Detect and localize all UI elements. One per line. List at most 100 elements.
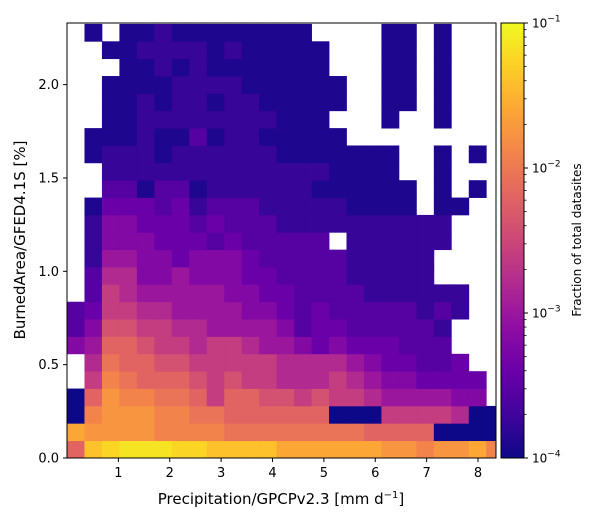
heatmap-cell <box>259 371 278 389</box>
heatmap-cell <box>224 162 243 181</box>
heatmap-cell <box>311 371 330 389</box>
heatmap-cell <box>224 319 243 337</box>
colorbar-ticks: 10−4 10−3 10−2 10−1 <box>524 15 561 466</box>
heatmap-cell <box>416 267 435 285</box>
colorbar-label: Fraction of total datasites <box>570 163 584 316</box>
heatmap-cell <box>136 93 155 112</box>
heatmap-cell <box>294 232 312 251</box>
heatmap-cell <box>346 405 365 424</box>
heatmap-cell <box>276 440 295 459</box>
heatmap-cell <box>381 336 400 355</box>
heatmap-cell <box>206 128 225 146</box>
heatmap-cell <box>67 388 85 407</box>
heatmap-cell <box>101 232 120 251</box>
heatmap-cell <box>84 319 103 337</box>
heatmap-cell <box>276 162 295 181</box>
heatmap-cell <box>346 162 365 181</box>
heatmap-cell <box>398 388 417 407</box>
heatmap-cell <box>311 110 330 129</box>
heatmap-cell <box>206 23 225 42</box>
heatmap-cell <box>311 58 330 77</box>
heatmap-cell <box>224 249 243 268</box>
heatmap-cell <box>224 145 243 164</box>
heatmap-cell <box>381 162 400 181</box>
heatmap-cell <box>154 249 173 268</box>
heatmap-cell <box>241 145 260 164</box>
heatmap-cell <box>136 405 155 424</box>
heatmap-cell <box>241 388 260 407</box>
heatmap-cell <box>276 301 295 320</box>
heatmap-cell <box>241 301 260 320</box>
heatmap-cell <box>259 41 278 60</box>
heatmap-cell <box>398 214 417 233</box>
heatmap-cell <box>119 180 138 198</box>
heatmap-cell <box>154 128 173 146</box>
heatmap-cell <box>241 58 260 77</box>
heatmap-cell <box>224 440 243 459</box>
heatmap-cell <box>136 23 155 42</box>
heatmap-cell <box>84 371 103 389</box>
heatmap-cell <box>119 232 138 251</box>
heatmap-cell <box>294 267 312 285</box>
y-axis-label: BurnedArea/GFED4.1S [%] <box>11 141 29 340</box>
heatmap-cell <box>84 249 103 268</box>
heatmap-cell <box>259 232 278 251</box>
heatmap-cell <box>154 405 173 424</box>
heatmap-cell <box>224 423 243 442</box>
heatmap-cell <box>276 180 295 198</box>
heatmap-cell <box>311 128 330 146</box>
heatmap-cell <box>433 284 452 303</box>
heatmap-cell <box>468 180 487 198</box>
heatmap-cell <box>486 405 497 424</box>
heatmap-cell <box>398 284 417 303</box>
heatmap-cell <box>259 162 278 181</box>
heatmap-cell <box>189 41 208 60</box>
heatmap-cell <box>294 58 312 77</box>
y-tick-label: 0.5 <box>38 358 59 373</box>
heatmap-cell <box>346 249 365 268</box>
heatmap-cell <box>171 110 190 129</box>
heatmap-cell <box>329 249 347 268</box>
heatmap-cell <box>101 41 120 60</box>
heatmap-cell <box>189 301 208 320</box>
heatmap-cell <box>294 301 312 320</box>
heatmap-cell <box>381 41 400 60</box>
heatmap-cell <box>119 128 138 146</box>
heatmap-cell <box>119 145 138 164</box>
heatmap-cell <box>259 23 278 42</box>
heatmap-cell <box>84 145 103 164</box>
heatmap-cell <box>119 41 138 60</box>
heatmap-cell <box>101 162 120 181</box>
heatmap-cell <box>154 214 173 233</box>
plot-frame <box>66 22 497 459</box>
heatmap-cell <box>136 232 155 251</box>
heatmap-cell <box>136 284 155 303</box>
heatmap-cell <box>241 405 260 424</box>
heatmap-cell <box>101 388 120 407</box>
heatmap-cell <box>346 423 365 442</box>
heatmap-cell <box>84 440 103 459</box>
heatmap-cell <box>101 267 120 285</box>
heatmap-cell <box>224 284 243 303</box>
heatmap-cell <box>241 41 260 60</box>
heatmap-cell <box>416 336 435 355</box>
x-axis: 1 2 3 4 5 6 7 8 <box>114 458 482 481</box>
heatmap-cell <box>206 319 225 337</box>
heatmap-cell <box>381 267 400 285</box>
heatmap-cell <box>451 423 470 442</box>
heatmap-cell <box>84 214 103 233</box>
heatmap-cell <box>294 423 312 442</box>
heatmap-cell <box>206 267 225 285</box>
heatmap-cell <box>189 405 208 424</box>
heatmap-cell <box>136 162 155 181</box>
heatmap-cell <box>398 371 417 389</box>
heatmap-cell <box>119 214 138 233</box>
heatmap-cell <box>363 388 382 407</box>
heatmap-cell <box>276 232 295 251</box>
heatmap-cell <box>346 232 365 251</box>
heatmap-cell <box>259 58 278 77</box>
heatmap-cell <box>451 371 470 389</box>
heatmap-cell <box>381 249 400 268</box>
heatmap-cell <box>363 405 382 424</box>
heatmap-cell <box>468 371 487 389</box>
